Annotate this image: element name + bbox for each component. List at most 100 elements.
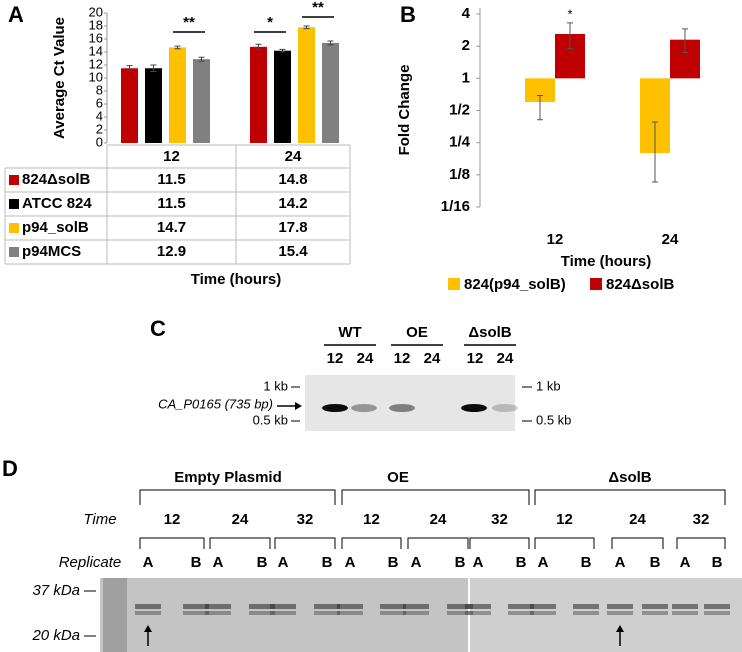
band (135, 611, 161, 615)
significance-label: ** (183, 14, 195, 31)
band (389, 404, 415, 412)
ladder (103, 578, 127, 652)
x-tick-label: 12 (547, 231, 564, 248)
error-bar (255, 43, 262, 50)
time-bracket (611, 537, 664, 549)
band (403, 604, 429, 609)
panel-label: C (150, 316, 166, 341)
time-bracket (139, 537, 205, 549)
time-bracket (469, 537, 530, 549)
error-bar (279, 48, 286, 53)
error-bar (652, 121, 658, 183)
replicate-value: A (473, 554, 484, 571)
bar (193, 59, 210, 143)
band (380, 604, 406, 609)
table-value: 11.5 (157, 171, 185, 188)
legend-swatch (448, 278, 460, 290)
table-value: 15.4 (278, 243, 308, 260)
legend-swatch (9, 175, 19, 185)
bar (322, 42, 339, 143)
marker-label: 0.5 kb (253, 412, 288, 427)
band (183, 604, 209, 609)
y-axis-label: Fold Change (396, 65, 413, 156)
time-bracket (534, 537, 595, 549)
time-label: Time (83, 511, 116, 528)
lane-label: 24 (357, 350, 374, 367)
band (322, 404, 348, 412)
legend-label: 824ΔsolB (606, 276, 674, 293)
bar (274, 50, 291, 144)
error-bar (682, 28, 688, 54)
band (380, 611, 406, 615)
band (270, 611, 296, 615)
error-bar (174, 45, 181, 50)
replicate-value: B (257, 554, 268, 571)
band (642, 604, 668, 609)
group-label: Empty Plasmid (174, 469, 282, 486)
y-tick-label: 18 (89, 17, 103, 32)
y-tick-label: 10 (89, 69, 103, 84)
legend-label: 824ΔsolB (22, 171, 90, 188)
legend-label: p94MCS (22, 243, 81, 260)
band (249, 604, 275, 609)
y-tick-label: 0 (96, 134, 103, 149)
replicate-value: A (278, 554, 289, 571)
replicate-value: A (411, 554, 422, 571)
band (573, 604, 599, 609)
arrow-head (295, 402, 302, 410)
replicate-value: A (213, 554, 224, 571)
replicate-value: B (516, 554, 527, 571)
legend-swatch (590, 278, 602, 290)
error-bar (198, 56, 205, 62)
bar (525, 78, 555, 103)
time-value: 32 (693, 511, 710, 528)
lane-label: 24 (497, 350, 514, 367)
replicate-value: A (680, 554, 691, 571)
time-bracket (341, 537, 402, 549)
y-tick-label: 20 (89, 4, 103, 19)
band (314, 604, 340, 609)
legend-label: p94_solB (22, 219, 89, 236)
legend-label: 824(p94_solB) (464, 276, 566, 293)
error-bar (303, 25, 310, 30)
error-bar (150, 64, 157, 72)
band (704, 604, 730, 609)
band (249, 611, 275, 615)
marker-label: 37 kDa (32, 582, 80, 599)
group-bracket (341, 489, 530, 505)
y-tick-label: 14 (89, 43, 103, 58)
band-label: CA_P0165 (735 bp) (158, 396, 273, 411)
band (205, 611, 231, 615)
time-bracket (407, 537, 469, 549)
band (465, 611, 491, 615)
panel-label: D (2, 456, 18, 481)
group-label: ΔsolB (468, 324, 511, 341)
band (672, 604, 698, 609)
legend-swatch (9, 247, 19, 257)
table-value: 14.7 (157, 219, 186, 236)
replicate-label: Replicate (59, 554, 122, 571)
significance-label: * (267, 14, 273, 31)
replicate-value: B (388, 554, 399, 571)
arrow-head (616, 625, 624, 632)
band (461, 404, 487, 412)
band (351, 404, 377, 412)
band (607, 604, 633, 609)
band (672, 611, 698, 615)
band (573, 611, 599, 615)
bar (169, 47, 186, 144)
legend-swatch (9, 223, 19, 233)
time-value: 32 (491, 511, 508, 528)
marker-label: 1 kb (263, 378, 288, 393)
band (337, 611, 363, 615)
time-value: 12 (164, 511, 181, 528)
marker-label: 0.5 kb (536, 412, 571, 427)
time-value: 12 (363, 511, 380, 528)
y-tick-label: 1 (462, 69, 470, 86)
table-value: 17.8 (278, 219, 307, 236)
y-tick-label: 16 (89, 30, 103, 45)
group-label: OE (387, 469, 409, 486)
gel-d-left (100, 578, 468, 652)
replicate-value: A (345, 554, 356, 571)
